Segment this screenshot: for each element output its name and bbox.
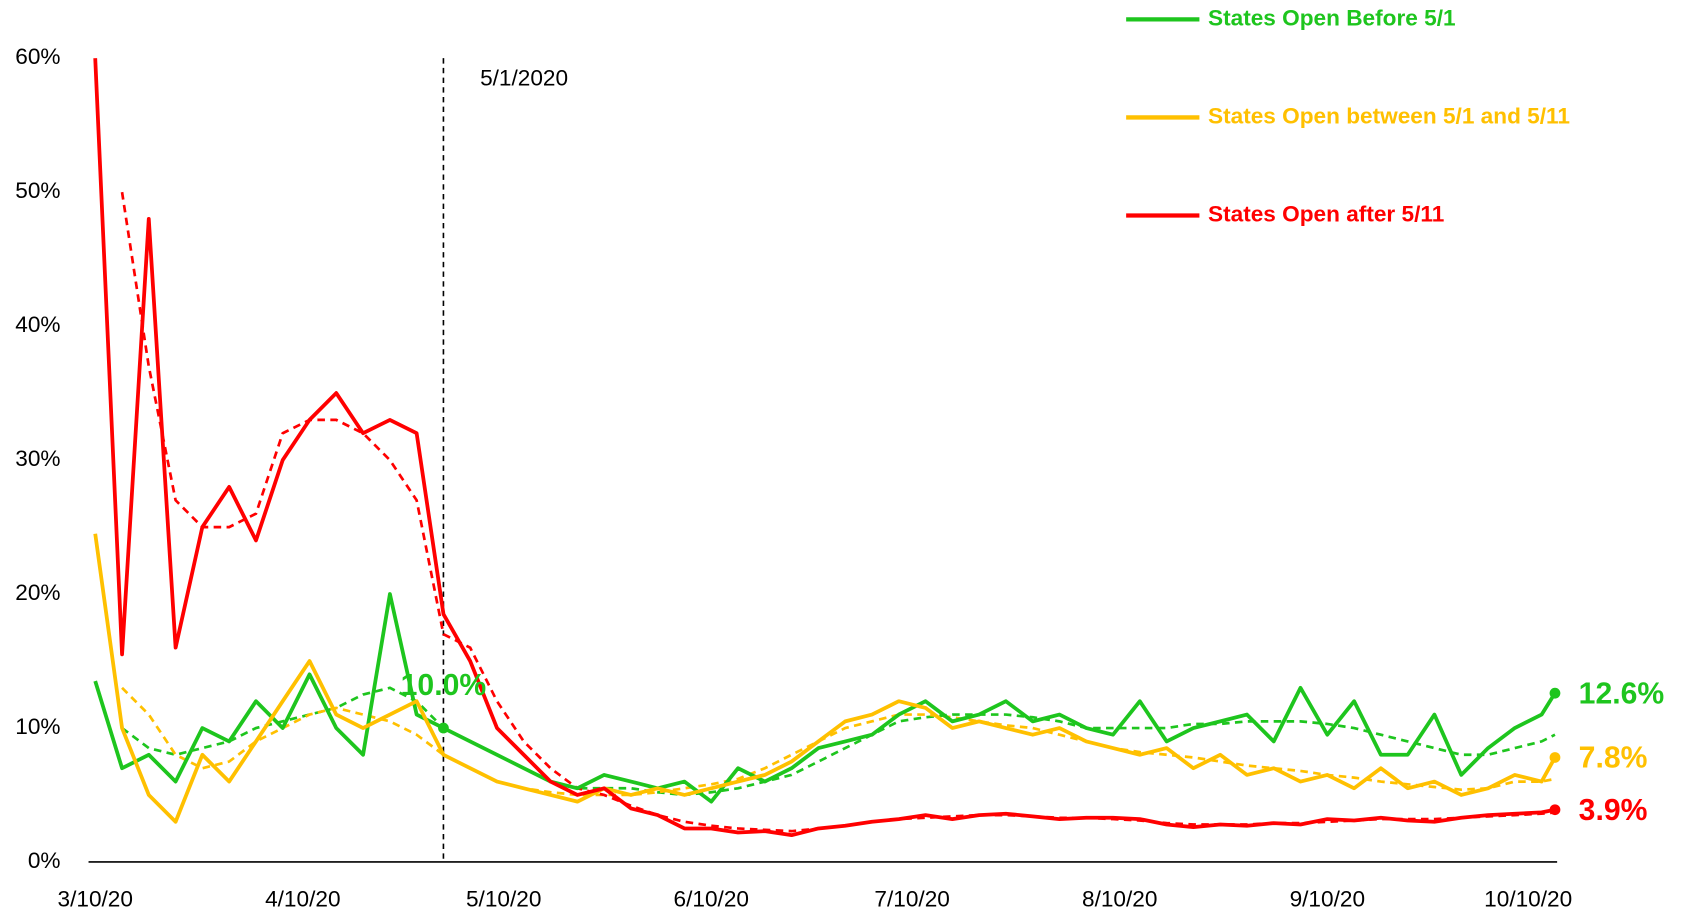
x-tick-label: 3/10/20 [58, 887, 133, 912]
y-tick-label: 60% [15, 44, 60, 69]
x-tick-label: 7/10/20 [874, 887, 949, 912]
value-label: 12.6% [1579, 677, 1665, 710]
legend-label: States Open between 5/1 and 5/11 [1208, 103, 1570, 128]
x-tick-label: 4/10/20 [265, 887, 340, 912]
y-tick-label: 50% [15, 178, 60, 203]
point [1549, 752, 1561, 763]
point [1549, 687, 1561, 699]
point [438, 722, 449, 734]
value-label: 7.8% [1579, 742, 1648, 775]
y-tick-label: 10% [15, 714, 60, 739]
trend-line [121, 686, 1556, 797]
y-tick-label: 30% [15, 446, 60, 471]
annotation-label: 5/1/2020 [480, 66, 568, 91]
series-line [93, 592, 1557, 804]
series-line [93, 533, 1557, 824]
x-tick-label: 8/10/20 [1082, 887, 1157, 912]
legend-label: States Open after 5/11 [1208, 201, 1444, 226]
trend-line [120, 191, 1556, 833]
value-label: 3.9% [1579, 794, 1648, 827]
y-tick-label: 40% [15, 312, 60, 337]
legend-label: States Open Before 5/1 [1208, 5, 1456, 30]
x-tick-label: 10/10/20 [1484, 887, 1572, 912]
series-line [93, 58, 1556, 838]
y-tick-label: 20% [15, 580, 60, 605]
point [1549, 804, 1561, 816]
x-tick-label: 9/10/20 [1290, 887, 1365, 912]
y-tick-label: 0% [28, 848, 61, 873]
x-tick-label: 6/10/20 [674, 887, 749, 912]
x-tick-label: 5/10/20 [466, 887, 541, 912]
value-label: 10.0% [401, 669, 487, 702]
